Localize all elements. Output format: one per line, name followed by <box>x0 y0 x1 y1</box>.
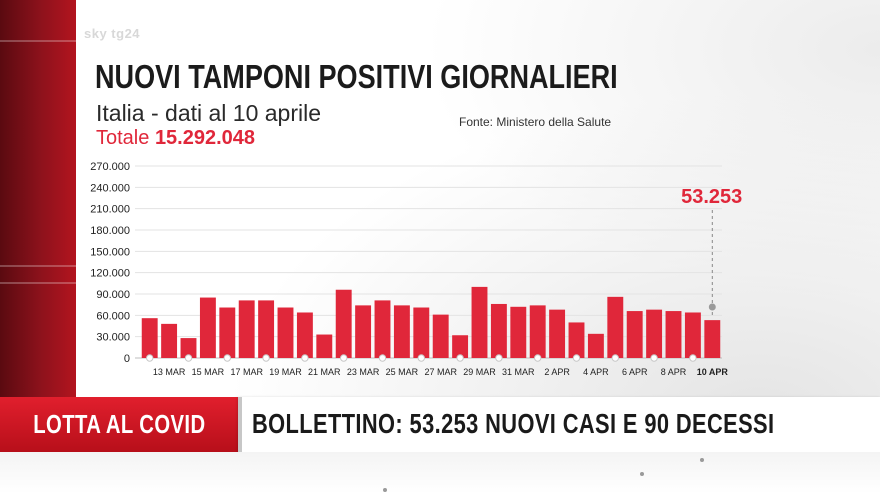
bar-marker <box>534 354 542 362</box>
x-tick-label: 27 MAR <box>424 367 457 377</box>
bar-marker <box>495 354 503 362</box>
y-tick-label: 240.000 <box>90 182 130 194</box>
bar-marker <box>572 354 581 362</box>
banner-tag: LOTTA AL COVID <box>0 397 238 452</box>
bar-marker <box>223 354 232 362</box>
total-value: 15.292.048 <box>154 127 256 149</box>
bar <box>180 338 197 358</box>
bar <box>626 311 643 358</box>
x-tick-label: 17 MAR <box>230 367 263 377</box>
chart-subtitle: Italia - dati al 10 aprile <box>96 100 322 126</box>
x-tick-label: 29 MAR <box>463 367 496 377</box>
x-tick-label: 15 MAR <box>192 367 225 377</box>
bar <box>510 306 527 358</box>
bar-marker <box>650 354 658 362</box>
bar <box>258 300 275 358</box>
bar <box>296 312 313 358</box>
total-label: Totale <box>96 127 150 149</box>
bar <box>665 311 682 358</box>
bar <box>355 305 372 358</box>
x-tick-label: 6 APR <box>622 367 648 377</box>
bar <box>335 289 352 358</box>
y-tick-label: 0 <box>124 353 130 365</box>
x-tick-label: 10 APR <box>697 367 729 377</box>
bar-marker <box>262 354 270 362</box>
strip-streak <box>0 282 76 284</box>
bar-marker <box>340 354 348 362</box>
highlight-value-label: 53.253 <box>681 186 742 208</box>
bar <box>529 305 546 358</box>
bar <box>432 314 449 358</box>
bar <box>199 297 216 358</box>
chart-title: NUOVI TAMPONI POSITIVI GIORNALIERI <box>95 58 618 95</box>
bar <box>490 303 507 358</box>
decor-dot <box>383 488 387 492</box>
bar-marker <box>378 354 387 362</box>
bar <box>607 296 624 358</box>
bar <box>646 309 663 358</box>
bar <box>549 309 566 358</box>
x-tick-label: 19 MAR <box>269 367 302 377</box>
bar <box>413 307 430 358</box>
bar-marker <box>184 354 193 362</box>
bar <box>568 322 585 358</box>
y-tick-label: 60.000 <box>96 310 130 322</box>
banner-headline: BOLLETTINO: 53.253 NUOVI CASI E 90 DECES… <box>252 408 775 439</box>
x-tick-label: 25 MAR <box>386 367 419 377</box>
highlight-marker <box>708 303 716 311</box>
bar <box>316 334 333 358</box>
bar <box>277 307 294 358</box>
bar <box>238 300 255 358</box>
decor-dot <box>700 458 704 462</box>
bar-marker <box>146 354 154 362</box>
bar <box>471 286 488 358</box>
bar <box>141 318 158 358</box>
bottom-strip <box>0 452 880 494</box>
x-tick-label: 13 MAR <box>153 367 186 377</box>
y-tick-label: 180.000 <box>90 225 130 237</box>
bar-marker <box>456 354 464 362</box>
x-tick-label: 31 MAR <box>502 367 535 377</box>
x-tick-label: 8 APR <box>661 367 687 377</box>
bar <box>393 305 410 358</box>
bar-marker <box>417 354 425 362</box>
channel-logo: sky tg24 <box>84 26 141 41</box>
bar <box>684 312 701 358</box>
banner-tag-text: LOTTA AL COVID <box>32 409 206 439</box>
news-banner: LOTTA AL COVID BOLLETTINO: 53.253 NUOVI … <box>0 397 880 452</box>
bar <box>452 335 469 358</box>
y-tick-label: 120.000 <box>90 268 130 280</box>
y-tick-label: 150.000 <box>90 246 130 258</box>
bar <box>161 323 178 358</box>
x-tick-label: 2 APR <box>544 367 570 377</box>
y-tick-label: 90.000 <box>96 289 130 301</box>
strip-streak <box>0 40 76 42</box>
bar <box>374 300 391 358</box>
bar-marker <box>301 354 309 362</box>
banner-separator <box>238 397 242 452</box>
x-tick-label: 23 MAR <box>347 367 380 377</box>
bar <box>704 320 721 358</box>
y-tick-label: 210.000 <box>90 204 130 216</box>
bar <box>219 307 236 358</box>
bar <box>587 333 604 358</box>
y-tick-label: 270.000 <box>90 161 130 173</box>
bar-marker <box>611 354 619 362</box>
banner-headline-box: BOLLETTINO: 53.253 NUOVI CASI E 90 DECES… <box>238 397 880 452</box>
y-tick-label: 30.000 <box>96 332 130 344</box>
total-line: Totale 15.292.048 <box>96 127 255 150</box>
decor-dot <box>640 472 644 476</box>
bar-marker <box>689 354 697 362</box>
strip-streak <box>0 265 76 267</box>
x-tick-label: 4 APR <box>583 367 609 377</box>
x-tick-label: 21 MAR <box>308 367 341 377</box>
data-source: Fonte: Ministero della Salute <box>459 115 612 129</box>
